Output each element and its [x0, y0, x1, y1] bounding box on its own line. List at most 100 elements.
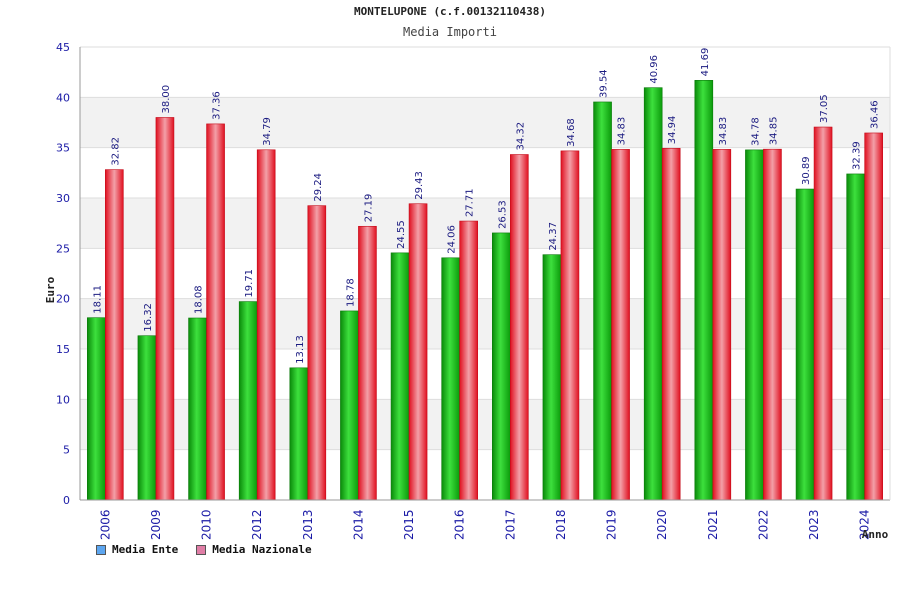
legend-label-ente: Media Ente	[112, 543, 179, 556]
bar-media-ente	[492, 232, 511, 501]
y-tick-label: 5	[63, 444, 70, 457]
x-tick-label: 2015	[402, 509, 416, 540]
bar-media-nazionale	[155, 117, 175, 501]
data-label: 32.39	[852, 141, 863, 170]
x-tick-label: 2016	[453, 509, 467, 540]
x-tick-label: 2018	[554, 509, 568, 540]
x-tick-label: 2020	[655, 509, 669, 540]
chart-title: MONTELUPONE (c.f.00132110438)	[353, 5, 547, 18]
bar-media-ente	[593, 101, 612, 501]
data-label: 24.37	[548, 222, 559, 251]
bar-media-ente	[87, 317, 106, 501]
legend: Media Ente Media Nazionale	[96, 543, 312, 556]
data-label: 34.79	[262, 117, 273, 146]
data-label: 26.53	[497, 200, 508, 229]
bar-media-nazionale	[307, 205, 327, 501]
y-tick-label: 40	[56, 91, 70, 104]
data-label: 13.13	[295, 335, 306, 364]
x-tick-label: 2021	[706, 509, 720, 540]
bar-media-nazionale	[611, 149, 630, 501]
data-label: 37.05	[819, 94, 830, 123]
x-tick-label: 2019	[605, 509, 619, 540]
legend-swatch-nazionale	[196, 544, 207, 555]
bar-media-nazionale	[256, 149, 276, 501]
legend-swatch-ente	[96, 544, 106, 555]
y-axis-label: Euro	[44, 276, 57, 303]
bar-media-ente	[289, 367, 309, 501]
bar-media-nazionale	[459, 220, 478, 501]
bar-media-nazionale	[510, 154, 529, 501]
y-tick-label: 0	[63, 494, 70, 507]
bar-media-nazionale	[864, 132, 883, 501]
data-label: 34.68	[566, 118, 577, 147]
x-tick-label: 2023	[807, 509, 821, 540]
bar-media-nazionale	[358, 225, 377, 501]
x-axis-label: Anno	[862, 528, 889, 541]
bar-media-ente	[340, 310, 359, 501]
legend-label-nazionale: Media Nazionale	[212, 543, 312, 556]
data-label: 37.36	[212, 91, 223, 120]
data-label: 39.54	[599, 69, 610, 98]
bar-media-ente	[188, 317, 207, 501]
x-tick-label: 2022	[756, 509, 770, 540]
bar-media-ente	[745, 149, 764, 501]
x-tick-label: 2017	[503, 509, 517, 540]
data-label: 34.78	[750, 117, 761, 146]
x-tick-label: 2012	[250, 509, 264, 540]
bar-media-ente	[238, 301, 258, 501]
data-label: 34.83	[617, 117, 628, 146]
data-label: 18.11	[92, 285, 103, 314]
bar-media-nazionale	[712, 149, 732, 501]
y-tick-label: 15	[56, 343, 70, 356]
bar-media-ente	[390, 252, 410, 501]
chart-subtitle: Media Importi	[403, 25, 497, 39]
y-tick-label: 20	[56, 293, 70, 306]
x-tick-label: 2009	[149, 509, 163, 540]
data-label: 41.69	[700, 48, 711, 77]
data-label: 38.00	[161, 85, 172, 114]
y-tick-label: 25	[56, 242, 70, 255]
bar-media-nazionale	[763, 148, 782, 501]
data-label: 32.82	[110, 137, 121, 166]
bar-media-ente	[137, 335, 157, 501]
bar-media-nazionale	[813, 126, 833, 501]
x-tick-label: 2013	[301, 509, 315, 540]
y-tick-label: 35	[56, 142, 70, 155]
legend-item-nazionale: Media Nazionale	[196, 543, 312, 556]
data-label: 27.19	[363, 194, 374, 223]
data-label: 16.32	[143, 303, 154, 332]
data-label: 18.78	[345, 278, 356, 307]
bar-media-ente	[694, 80, 714, 501]
x-tick-label: 2014	[351, 509, 365, 540]
bar-media-nazionale	[560, 150, 580, 501]
y-tick-label: 45	[56, 41, 70, 54]
data-label: 29.24	[313, 173, 324, 202]
bar-media-nazionale	[408, 203, 428, 501]
bar-media-nazionale	[206, 123, 225, 501]
bar-media-ente	[795, 188, 815, 501]
bar-media-ente	[643, 87, 663, 501]
data-label: 27.71	[465, 188, 476, 217]
data-label: 24.06	[447, 225, 458, 254]
y-tick-label: 30	[56, 192, 70, 205]
data-label: 34.85	[768, 117, 779, 146]
x-tick-label: 2006	[98, 509, 112, 540]
bar-media-ente	[846, 173, 865, 501]
data-label: 36.46	[870, 100, 881, 129]
data-label: 18.08	[194, 285, 205, 314]
bar-media-nazionale	[105, 169, 124, 501]
data-label: 29.43	[414, 171, 425, 200]
x-tick-label: 2024	[858, 509, 872, 540]
bar-media-ente	[441, 257, 460, 501]
x-tick-label: 2010	[200, 509, 214, 540]
data-label: 34.94	[667, 116, 678, 145]
data-label: 34.32	[515, 122, 526, 151]
data-label: 19.71	[244, 269, 255, 298]
data-label: 30.89	[801, 156, 812, 185]
data-label: 24.55	[396, 220, 407, 249]
bar-media-nazionale	[661, 147, 681, 501]
data-label: 40.96	[649, 55, 660, 84]
y-tick-label: 10	[56, 393, 70, 406]
legend-item-ente: Media Ente	[96, 543, 178, 556]
